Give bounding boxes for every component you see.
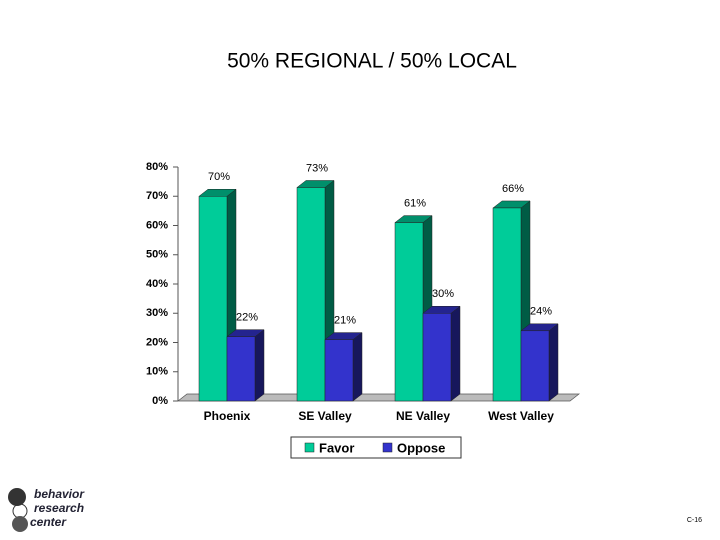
- logo-text: center: [30, 515, 67, 529]
- legend: Favor Oppose: [290, 436, 462, 459]
- bar-front: [296, 187, 326, 402]
- x-tick-label: West Valley: [488, 409, 554, 423]
- x-tick-label: SE Valley: [298, 409, 352, 423]
- value-label: 73%: [306, 162, 328, 174]
- legend-label: Favor: [319, 440, 354, 455]
- page-number: C-16: [687, 517, 702, 524]
- y-tick-label: 70%: [146, 190, 168, 202]
- legend-swatch: [382, 442, 393, 453]
- value-label: 24%: [530, 306, 552, 318]
- legend-label: Oppose: [397, 440, 445, 455]
- logo-figure: [12, 503, 28, 519]
- bar-front: [422, 313, 452, 402]
- bar-side: [352, 332, 363, 402]
- bar-side: [548, 323, 559, 402]
- value-label: 66%: [502, 183, 524, 195]
- bar: [520, 323, 559, 402]
- legend-swatch: [304, 442, 315, 453]
- bar: [226, 329, 265, 402]
- bar-front: [520, 330, 550, 402]
- bar-front: [492, 207, 522, 402]
- bar-side: [450, 305, 461, 402]
- bar: [422, 305, 461, 402]
- logo-text: research: [34, 501, 84, 515]
- legend-box: [290, 436, 462, 459]
- value-label: 21%: [334, 314, 356, 326]
- value-label: 70%: [208, 171, 230, 183]
- bar-front: [324, 339, 354, 402]
- bar-front: [394, 222, 424, 402]
- x-tick-label: Phoenix: [204, 409, 251, 423]
- bar-front: [198, 196, 228, 402]
- y-tick-label: 60%: [146, 219, 168, 231]
- value-label: 30%: [432, 288, 454, 300]
- chart-title: 50% REGIONAL / 50% LOCAL: [227, 50, 517, 73]
- logo: behavior research center: [8, 487, 85, 532]
- logo-figure: [12, 516, 28, 532]
- value-label: 22%: [236, 312, 258, 324]
- y-tick-label: 50%: [146, 249, 168, 261]
- y-tick-label: 30%: [146, 307, 168, 319]
- bar: [324, 332, 363, 402]
- y-tick-label: 0%: [152, 395, 168, 407]
- value-label: 61%: [404, 197, 426, 209]
- y-tick-label: 40%: [146, 278, 168, 290]
- logo-figure: [8, 488, 26, 506]
- bar-front: [226, 336, 256, 402]
- y-tick-label: 20%: [146, 336, 168, 348]
- y-tick-label: 80%: [146, 161, 168, 173]
- logo-text: behavior: [34, 487, 85, 501]
- x-tick-label: NE Valley: [396, 409, 450, 423]
- bar-side: [254, 329, 265, 402]
- y-tick-label: 10%: [146, 366, 168, 378]
